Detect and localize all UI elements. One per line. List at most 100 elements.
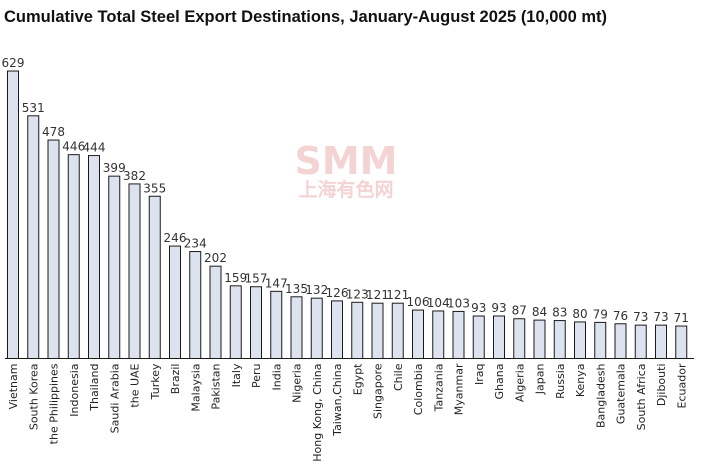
x-tick-label-6: the UAE	[129, 363, 142, 407]
bar-22	[452, 310, 465, 359]
x-tick-label-26: Japan	[534, 363, 547, 395]
bar-28	[574, 321, 586, 359]
value-label-13: 147	[265, 276, 288, 290]
value-label-32: 73	[653, 310, 668, 324]
value-label-28: 80	[572, 307, 587, 321]
value-label-9: 234	[184, 237, 207, 251]
bar-17	[351, 301, 364, 359]
bar-5	[108, 175, 121, 359]
bar-21	[432, 310, 445, 359]
x-tick-label-33: Ecuador	[675, 363, 688, 408]
x-tick-label-22: Myanmar	[453, 363, 466, 415]
x-tick-label-32: Djibouti	[655, 364, 668, 407]
bar-9	[189, 251, 202, 359]
value-label-16: 126	[326, 286, 349, 300]
value-label-0: 629	[2, 56, 25, 70]
bar-4	[88, 155, 100, 359]
x-tick-label-9: Malaysia	[189, 364, 202, 412]
x-tick-label-8: Brazil	[169, 364, 182, 395]
value-label-8: 246	[164, 231, 187, 245]
bar-3	[67, 154, 80, 359]
x-tick-label-14: Nigeria	[291, 364, 304, 403]
value-label-30: 76	[613, 309, 628, 323]
x-tick-label-21: Tanzania	[432, 364, 445, 413]
value-label-33: 71	[674, 311, 689, 325]
value-label-2: 478	[42, 125, 65, 139]
bar-13	[270, 290, 283, 359]
bar-12	[250, 286, 262, 359]
bar-23	[472, 315, 485, 359]
bar-7	[148, 195, 161, 359]
x-tick-label-31: South Africa	[635, 364, 648, 431]
bar-29	[594, 321, 607, 359]
bar-14	[290, 296, 303, 359]
value-label-24: 93	[491, 301, 506, 315]
bar-24	[493, 315, 505, 359]
bar-10	[209, 265, 222, 359]
x-tick-label-23: Iraq	[473, 364, 486, 386]
watermark-logo: SMM	[295, 139, 398, 183]
bar-27	[553, 320, 566, 359]
value-label-10: 202	[204, 251, 227, 265]
value-label-12: 157	[245, 272, 268, 286]
bar-16	[331, 300, 343, 359]
bars-group	[7, 70, 688, 359]
x-tick-label-4: Thailand	[88, 364, 101, 412]
bar-2	[47, 139, 60, 359]
bar-15	[310, 297, 323, 359]
x-tick-label-2: the Philippines	[48, 363, 61, 444]
value-label-19: 121	[386, 288, 409, 302]
x-tick-label-5: Saudi Arabia	[108, 364, 121, 434]
bar-11	[229, 285, 242, 359]
x-tick-label-0: Vietnam	[7, 364, 20, 410]
bar-25	[513, 318, 526, 359]
x-tick-label-24: Ghana	[493, 364, 506, 400]
x-tick-label-18: Singapore	[372, 363, 385, 419]
value-label-27: 83	[552, 306, 567, 320]
x-tick-label-13: India	[270, 364, 283, 391]
value-label-14: 135	[285, 282, 308, 296]
x-tick-label-12: Peru	[250, 364, 263, 389]
bar-19	[391, 302, 404, 359]
value-label-23: 93	[471, 301, 486, 315]
value-label-7: 355	[143, 181, 166, 195]
bar-32	[655, 324, 667, 359]
value-label-4: 444	[83, 141, 106, 155]
bar-6	[128, 183, 141, 359]
value-label-3: 446	[62, 140, 85, 154]
x-tick-label-3: Indonesia	[68, 364, 81, 417]
bar-8	[169, 245, 181, 359]
value-label-29: 79	[593, 307, 608, 321]
bar-18	[371, 302, 384, 359]
x-tick-label-17: Egypt	[351, 363, 364, 395]
value-label-22: 103	[447, 296, 470, 310]
value-label-31: 73	[633, 310, 648, 324]
bar-20	[412, 309, 424, 359]
value-label-6: 382	[123, 169, 146, 183]
x-tick-label-25: Algeria	[513, 364, 526, 403]
value-label-26: 84	[532, 305, 547, 319]
x-tick-label-19: Chile	[392, 363, 405, 391]
x-tick-label-15: Hong Kong, China	[311, 364, 324, 462]
x-tick-label-29: Bangladesh	[594, 363, 607, 428]
value-label-20: 106	[407, 295, 430, 309]
value-labels-group: 6295314784464443993823552462342021591571…	[2, 56, 689, 325]
bar-1	[27, 115, 40, 359]
x-tick-label-7: Turkey	[149, 363, 162, 400]
x-tick-label-16: Taiwan,China	[331, 364, 344, 437]
x-tick-label-11: Italy	[230, 363, 243, 387]
value-label-17: 123	[346, 287, 369, 301]
x-tick-label-30: Guatemala	[615, 364, 628, 425]
bar-31	[634, 324, 647, 359]
x-tick-label-27: Russia	[554, 364, 567, 399]
value-label-5: 399	[103, 161, 126, 175]
watermark: SMM 上海有色网	[295, 139, 398, 201]
x-tick-label-10: Pakistan	[210, 363, 223, 409]
value-label-18: 121	[366, 288, 389, 302]
x-tick-label-20: Colombia	[412, 364, 425, 416]
x-tick-label-28: Kenya	[574, 364, 587, 398]
value-label-21: 104	[427, 296, 450, 310]
value-label-25: 87	[512, 304, 527, 318]
value-label-15: 132	[305, 283, 328, 297]
